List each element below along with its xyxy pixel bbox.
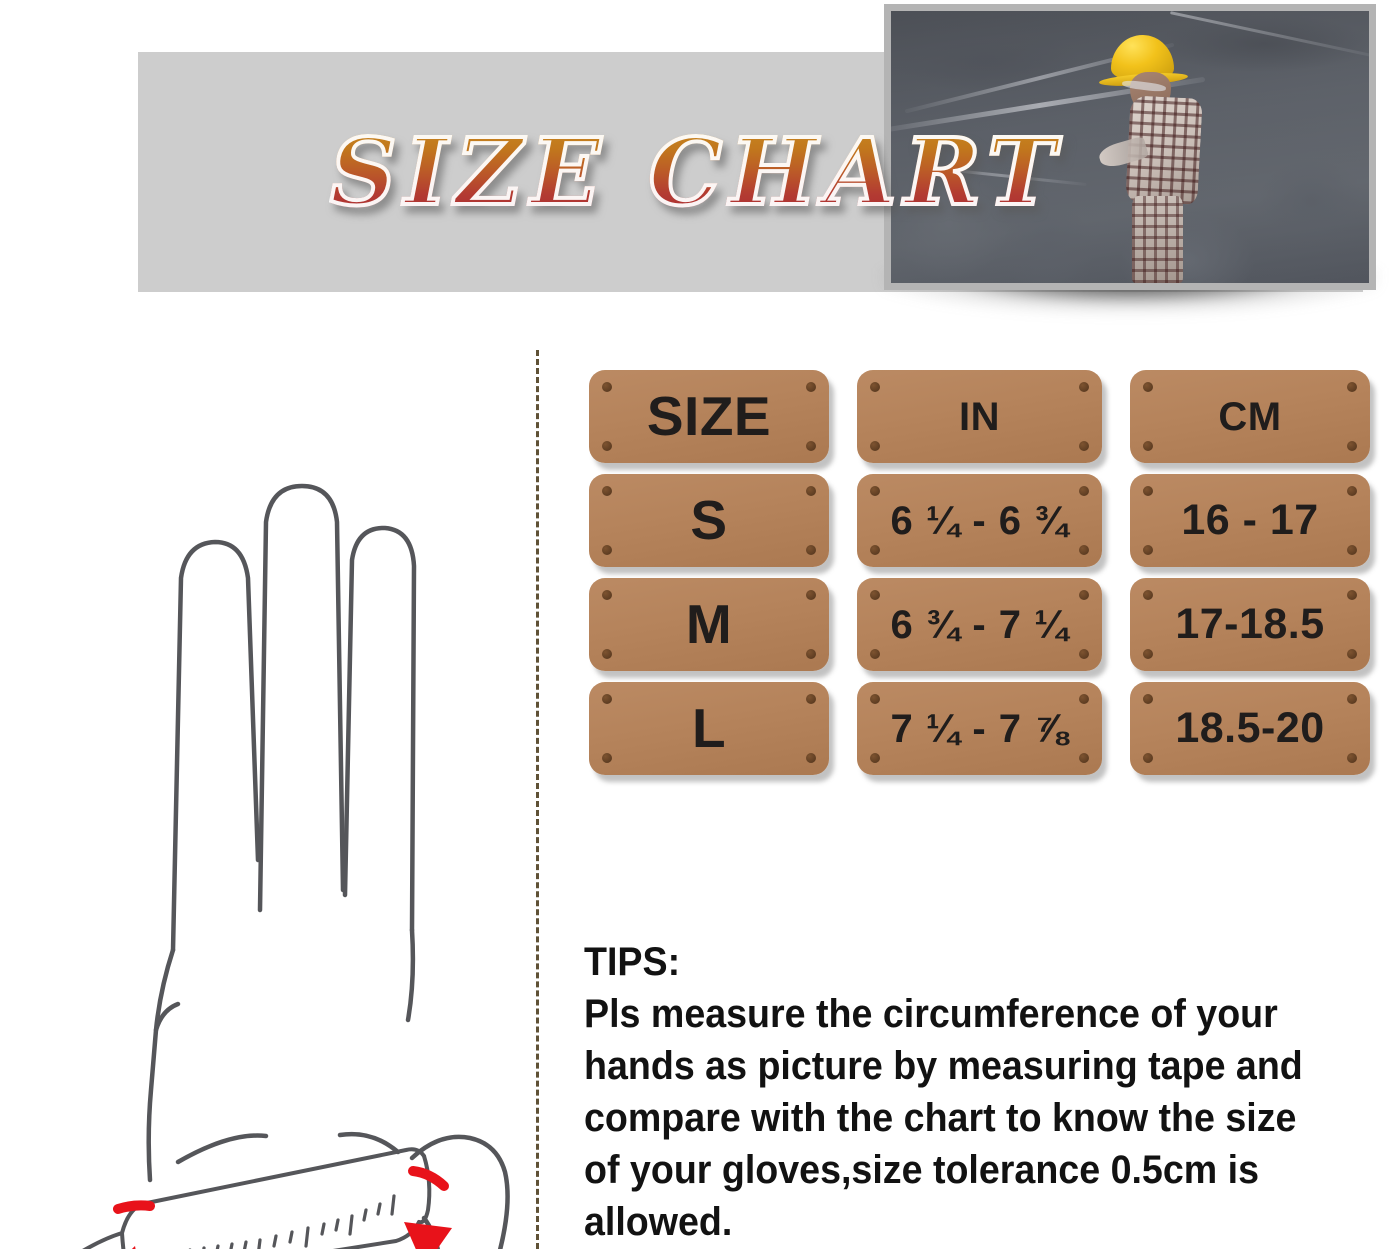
cell-size-m: M <box>589 578 829 671</box>
rivet-icon <box>1347 441 1357 451</box>
rivet-icon <box>870 649 880 659</box>
page-title: SIZE CHART <box>328 124 1160 220</box>
cell-size-s: S <box>589 474 829 567</box>
table-header-size: SIZE <box>589 370 829 463</box>
cell-value-size: S <box>690 489 728 551</box>
rivet-icon <box>602 753 612 763</box>
size-table: SIZE IN CM S 6 ¼ - 6 ¾ 16 - 17 <box>589 370 1374 786</box>
table-header-cm: CM <box>1130 370 1370 463</box>
finger-ring <box>342 525 417 933</box>
cell-cm-l: 18.5-20 <box>1130 682 1370 775</box>
cell-cm-m: 17-18.5 <box>1130 578 1370 671</box>
cell-size-l: L <box>589 682 829 775</box>
rivet-icon <box>870 441 880 451</box>
rivet-icon <box>1079 753 1089 763</box>
rivet-icon <box>1143 753 1153 763</box>
vertical-dashed-divider <box>536 350 539 1249</box>
cell-in-s: 6 ¼ - 6 ¾ <box>857 474 1102 567</box>
rivet-icon <box>1079 545 1089 555</box>
rivet-icon <box>870 545 880 555</box>
cell-value-in: 6 ¾ - 7 ¼ <box>890 602 1069 647</box>
photo-background <box>891 11 1369 283</box>
table-header-row: SIZE IN CM <box>589 370 1374 463</box>
thumb-outer <box>409 1134 510 1249</box>
rivet-icon <box>602 545 612 555</box>
worker-legs <box>1132 195 1183 283</box>
tape-upper-edge <box>120 1147 426 1235</box>
rivet-icon <box>1347 753 1357 763</box>
tape-tick-marks <box>188 1194 396 1249</box>
rivet-icon <box>870 753 880 763</box>
tips-label: TIPS: <box>584 940 681 984</box>
pinky-base <box>153 1001 181 1033</box>
tips-block: TIPS: Pls measure the circumference of y… <box>584 936 1327 1248</box>
table-row: M 6 ¾ - 7 ¼ 17-18.5 <box>589 578 1374 671</box>
cell-value-in: 6 ¼ - 6 ¾ <box>890 498 1069 543</box>
rivet-icon <box>602 441 612 451</box>
header-photo <box>884 4 1376 290</box>
cell-cm-s: 16 - 17 <box>1130 474 1370 567</box>
arrow-head-left <box>131 1246 136 1249</box>
cell-value-in: 7 ¼ - 7 ⅞ <box>890 706 1069 751</box>
header-label-size: SIZE <box>646 385 772 447</box>
cell-value-cm: 18.5-20 <box>1175 704 1325 752</box>
cell-in-l: 7 ¼ - 7 ⅞ <box>857 682 1102 775</box>
arrow-tail-right <box>408 1166 449 1191</box>
rivet-icon <box>602 649 612 659</box>
rivet-icon <box>1079 441 1089 451</box>
circumference-arrow <box>113 1166 452 1249</box>
rivet-icon <box>1347 649 1357 659</box>
table-row: S 6 ¼ - 6 ¾ 16 - 17 <box>589 474 1374 567</box>
cell-in-m: 6 ¾ - 7 ¼ <box>857 578 1102 671</box>
cell-value-size: L <box>691 697 727 759</box>
header-label-in: IN <box>959 394 1000 439</box>
junkyard-rod-3 <box>1170 11 1369 58</box>
finger-middle <box>257 483 346 913</box>
tips-body: Pls measure the circumference of your ha… <box>584 992 1303 1244</box>
cell-value-cm: 17-18.5 <box>1175 600 1325 648</box>
rivet-icon <box>806 441 816 451</box>
rivet-icon <box>1143 545 1153 555</box>
cell-value-size: M <box>685 593 733 655</box>
rivet-icon <box>806 545 816 555</box>
hand-diagram-svg <box>82 483 510 1249</box>
rivet-icon <box>1143 649 1153 659</box>
rivet-icon <box>1079 649 1089 659</box>
finger-outer-edge <box>405 927 416 1023</box>
rivet-icon <box>1143 441 1153 451</box>
arrow-head-right <box>404 1222 452 1249</box>
tape-lower-edge <box>120 1220 421 1249</box>
cell-value-cm: 16 - 17 <box>1181 496 1319 544</box>
rivet-icon <box>806 753 816 763</box>
rivet-icon <box>806 649 816 659</box>
knuckle-crease-1 <box>175 1133 269 1165</box>
hand-measurement-illustration <box>0 390 530 1249</box>
tape-right-wrap <box>417 1154 432 1225</box>
tape-tail-upper <box>82 1231 124 1249</box>
header-label-cm: CM <box>1218 394 1282 439</box>
table-header-in: IN <box>857 370 1102 463</box>
palm-left-contour <box>146 947 176 1183</box>
knuckle-crease-2 <box>337 1131 401 1155</box>
finger-index <box>170 539 261 953</box>
rivet-icon <box>1347 545 1357 555</box>
table-row: L 7 ¼ - 7 ⅞ 18.5-20 <box>589 682 1374 775</box>
arrow-tail-left <box>113 1200 155 1214</box>
